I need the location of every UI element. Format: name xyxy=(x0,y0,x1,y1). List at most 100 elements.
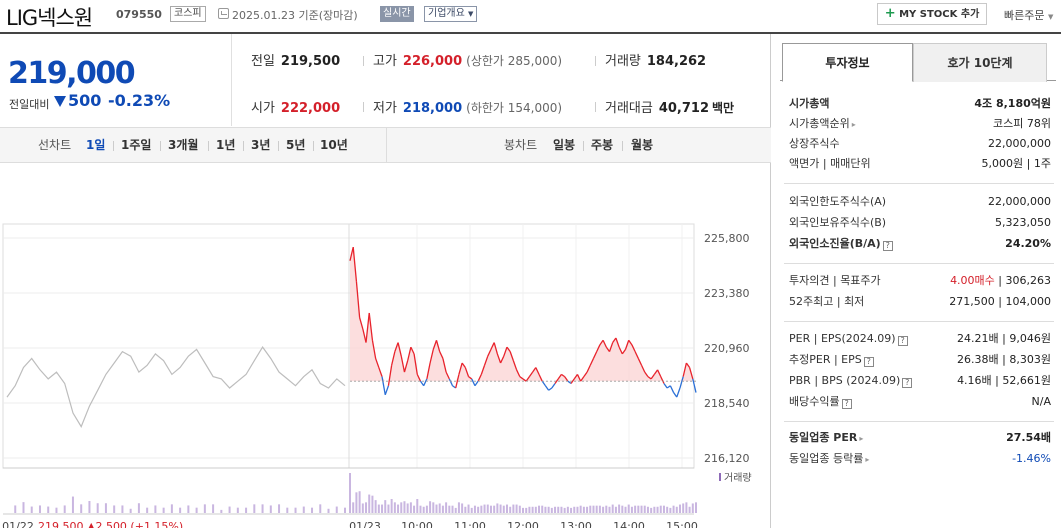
volume-bar xyxy=(88,501,91,513)
volume-bar xyxy=(236,507,239,513)
volume-bar xyxy=(311,507,314,513)
volume-bar xyxy=(419,505,422,513)
volume-bar xyxy=(608,506,611,513)
range-5y[interactable]: 5년 xyxy=(286,138,306,152)
tab-order-book[interactable]: 호가 10단계 xyxy=(913,43,1047,82)
row-dividend: 배당수익률? N/A xyxy=(789,395,1051,409)
up-segment xyxy=(631,344,636,352)
up-segment xyxy=(615,337,620,348)
candle-monthly[interactable]: 월봉 xyxy=(631,138,654,152)
volume-bar xyxy=(432,502,435,513)
volume-bar xyxy=(509,506,512,513)
volume-bar xyxy=(489,505,492,513)
volume-bar xyxy=(682,503,685,513)
stat-amount: 거래대금 40,712 백만 xyxy=(605,101,735,116)
range-3m[interactable]: 3개월 xyxy=(168,138,199,152)
up-segment xyxy=(407,346,412,361)
chevron-right-icon: ▸ xyxy=(851,120,856,129)
volume-bar xyxy=(643,505,646,513)
up-segment xyxy=(583,371,588,378)
stat-volume: 거래량 184,262 xyxy=(605,54,707,69)
up-segment xyxy=(653,369,659,375)
up-segment xyxy=(624,340,630,350)
volume-bar xyxy=(403,501,406,513)
volume-bar xyxy=(515,504,518,513)
volume-bar xyxy=(344,507,346,513)
volume-bar xyxy=(630,506,633,513)
range-1w[interactable]: 1주일 xyxy=(121,138,152,152)
help-icon[interactable]: ? xyxy=(897,336,908,346)
volume-bar xyxy=(688,506,691,513)
volume-bar xyxy=(576,506,579,513)
candle-daily[interactable]: 일봉 xyxy=(553,138,576,152)
up-segment xyxy=(570,378,575,384)
volume-bar xyxy=(464,506,467,513)
volume-bar xyxy=(416,499,419,513)
row-industry-per[interactable]: 동일업종 PER ▸ 27.54배 xyxy=(789,431,1051,444)
volume-bar xyxy=(286,507,289,513)
volume-bar xyxy=(390,499,393,513)
mystock-add-button[interactable]: + MY STOCK 추가 xyxy=(877,3,987,25)
quick-order-menu[interactable]: 빠른주문 ▼ xyxy=(1004,9,1054,22)
volume-bar xyxy=(228,506,231,513)
price-box: 219,000 전일대비 500 -0.23% xyxy=(0,34,232,126)
x-tick-label: 13:00 xyxy=(560,520,592,528)
up-segment xyxy=(512,360,518,371)
up-segment xyxy=(647,376,652,380)
row-est-per-eps: 추정PER | EPS? 26.38배 | 8,303원 xyxy=(789,353,1051,367)
row-industry-rate[interactable]: 동일업종 등락률 ▸ -1.46% xyxy=(789,452,1051,465)
right-tabs: 투자정보 호가 10단계 xyxy=(780,43,1056,82)
company-overview-dropdown[interactable]: 기업개요 ▼ xyxy=(424,6,478,22)
volume-bar xyxy=(358,491,361,513)
volume-bar xyxy=(547,506,550,513)
range-10y[interactable]: 10년 xyxy=(320,138,348,152)
help-icon[interactable]: ? xyxy=(863,357,874,367)
x-tick-label: 14:00 xyxy=(613,520,645,528)
volume-bar xyxy=(413,505,416,513)
down-segment xyxy=(544,385,550,391)
up-segment xyxy=(506,346,511,353)
price-change: 500 xyxy=(54,91,101,110)
volume-bar xyxy=(618,504,621,513)
volume-bar xyxy=(496,503,499,513)
candle-weekly[interactable]: 주봉 xyxy=(591,138,614,152)
volume-bar xyxy=(179,507,182,513)
range-1y[interactable]: 1년 xyxy=(216,138,236,152)
market-badge: 코스피 xyxy=(170,6,206,22)
volume-legend-icon xyxy=(719,473,721,481)
volume-bar xyxy=(335,506,338,513)
help-icon[interactable]: ? xyxy=(902,378,913,388)
up-segment xyxy=(564,376,569,382)
volume-bar xyxy=(640,505,643,513)
range-3y[interactable]: 3년 xyxy=(251,138,271,152)
up-segment xyxy=(573,373,578,380)
volume-bar xyxy=(47,506,50,513)
volume-bar xyxy=(579,505,582,513)
volume-bar xyxy=(678,504,681,513)
up-segment xyxy=(349,246,354,261)
volume-bar xyxy=(589,505,592,513)
volume-bar xyxy=(195,507,198,513)
volume-bar xyxy=(499,504,502,513)
price-chart[interactable]: 225,800 223,380 220,960 218,540 216,120 거래량 … xyxy=(0,164,771,532)
help-icon[interactable]: ? xyxy=(841,399,852,409)
up-fill-area xyxy=(350,247,696,382)
up-segment xyxy=(487,349,492,357)
down-segment xyxy=(423,378,428,387)
volume-bar xyxy=(422,506,425,513)
volume-bar xyxy=(480,505,483,513)
volume-bar xyxy=(662,505,665,513)
up-segment xyxy=(413,353,418,375)
volume-bar xyxy=(451,505,454,513)
up-segment xyxy=(394,342,399,352)
volume-bar xyxy=(162,507,165,513)
volume-bar xyxy=(30,506,33,513)
range-1d[interactable]: 1일 xyxy=(86,138,106,152)
realtime-button[interactable]: 실시간 xyxy=(380,6,414,22)
change-label: 전일대비 xyxy=(9,98,50,111)
volume-bar xyxy=(650,507,653,513)
row-market-cap-rank[interactable]: 시가총액순위 ▸ 코스피 78위 xyxy=(789,117,1051,130)
tab-invest-info[interactable]: 투자정보 xyxy=(782,43,913,82)
help-icon[interactable]: ? xyxy=(882,241,893,251)
